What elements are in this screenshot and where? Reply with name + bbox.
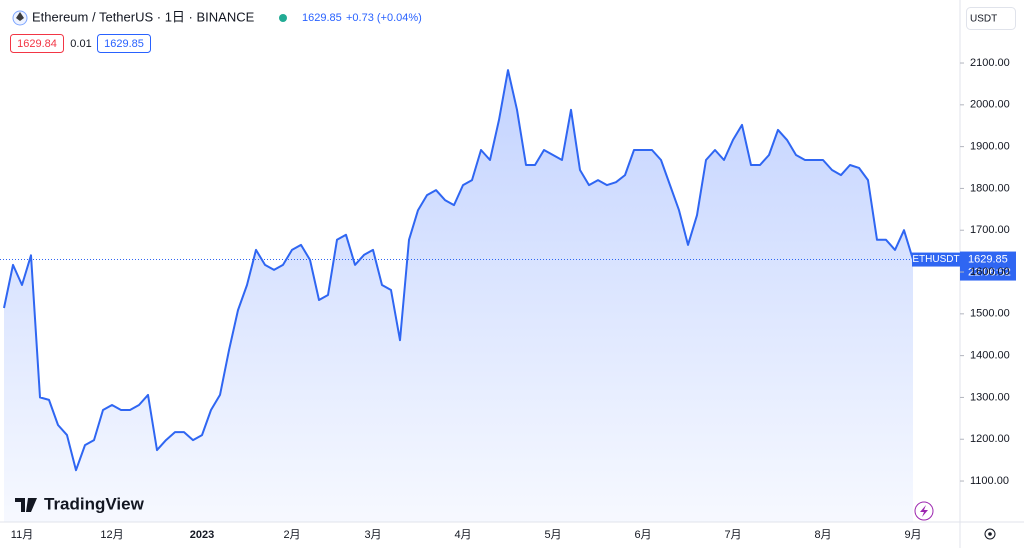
y-tick-label: 1800.00: [970, 182, 1010, 194]
x-tick-label: 3月: [364, 529, 381, 541]
y-tick-label: 1500.00: [970, 308, 1010, 320]
x-tick-label: 6月: [634, 529, 651, 541]
ask-price: 1629.85: [104, 38, 144, 50]
status-dot: [279, 14, 287, 22]
brand-logo: [15, 498, 37, 512]
price-tag: [960, 251, 1016, 281]
x-tick-label: 2月: [283, 529, 300, 541]
spread: 0.01: [70, 38, 91, 50]
currency: USDT: [970, 14, 997, 25]
buy-button[interactable]: [97, 34, 151, 53]
y-tick-label: 2000.00: [970, 99, 1010, 111]
x-tick-label: 4月: [454, 529, 471, 541]
bid-price: 1629.84: [17, 38, 57, 50]
y-tick-label: 1400.00: [970, 350, 1010, 362]
symbol-tag: [912, 252, 960, 267]
brand: TradingView: [44, 494, 145, 513]
x-tick-label: 2023: [190, 529, 214, 541]
plot-area: [0, 69, 960, 522]
y-tick-label: 1300.00: [970, 391, 1010, 403]
x-tick-label: 9月: [904, 529, 921, 541]
alert-icon: [920, 505, 928, 517]
price-tag-label: 1629.85: [968, 253, 1008, 265]
countdown: 22:06:52: [968, 266, 1011, 278]
x-tick-label: 12月: [100, 529, 123, 541]
x-tick-label: 7月: [724, 529, 741, 541]
y-tick-label: 1100.00: [970, 475, 1009, 487]
y-tick-label: 2100.00: [970, 57, 1010, 69]
sell-button[interactable]: [10, 34, 64, 53]
y-tick-label: 1200.00: [970, 433, 1010, 445]
settings-icon: [988, 532, 992, 536]
settings-icon[interactable]: [984, 528, 996, 540]
symbol-tag-label: ETHUSDT: [912, 254, 959, 265]
x-tick-label: 8月: [814, 529, 831, 541]
y-tick-label: 1600.00: [970, 266, 1010, 278]
area-fill: [4, 70, 913, 522]
price-line: [3, 69, 914, 472]
currency-select[interactable]: [966, 7, 1016, 30]
last-price: 1629.85: [302, 12, 342, 24]
y-tick-label: 1900.00: [970, 141, 1010, 153]
x-tick-label: 5月: [544, 529, 561, 541]
symbol-title[interactable]: Ethereum / TetherUS · 1日 · BINANCE: [32, 9, 255, 24]
price-change: +0.73 (+0.04%): [346, 12, 422, 24]
x-tick-label: 11月: [11, 529, 33, 541]
coin-icon: [16, 12, 24, 21]
y-tick-label: 1700.00: [970, 224, 1010, 236]
